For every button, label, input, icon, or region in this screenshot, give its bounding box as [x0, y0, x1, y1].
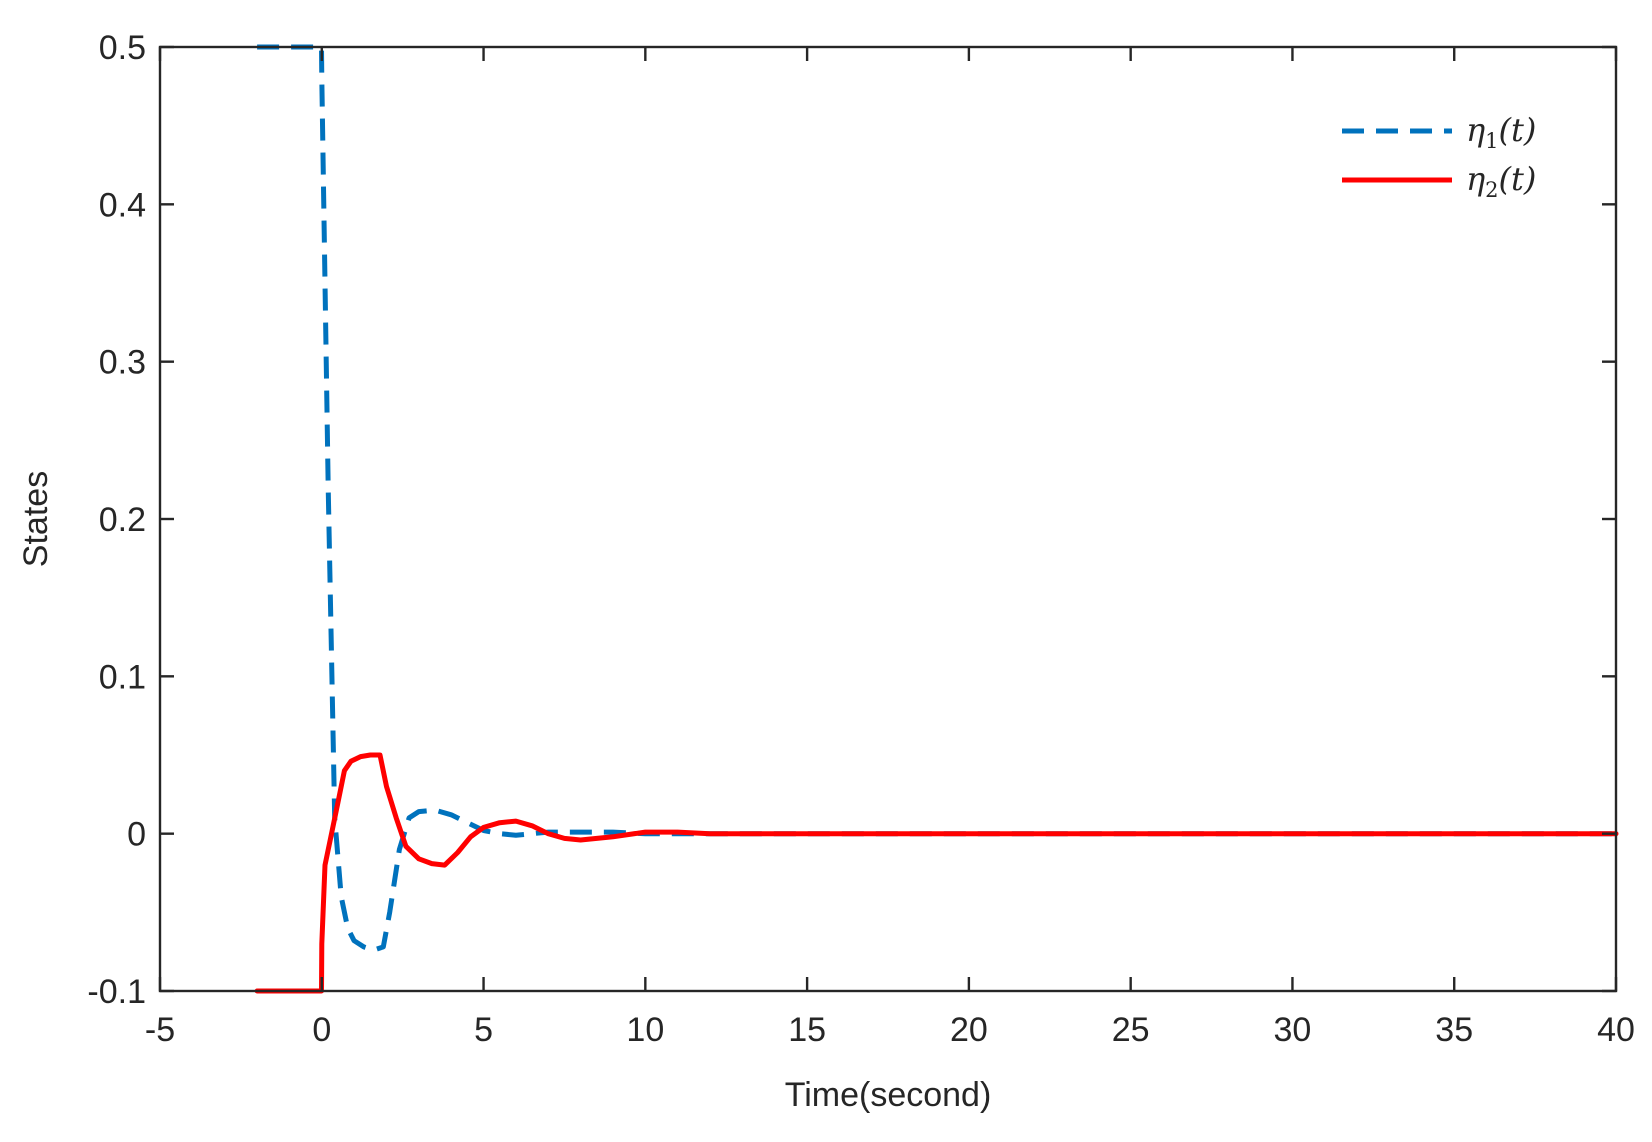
y-tick-labels: -0.1 0 0.1 0.2 0.3 0.4 0.5	[87, 29, 146, 1011]
x-tick-label: 15	[788, 1011, 826, 1049]
series-layer	[254, 44, 1619, 994]
x-tick-label: 5	[474, 1011, 493, 1049]
y-tick-label: 0.2	[99, 501, 146, 539]
y-tick-label: 0.1	[99, 658, 146, 696]
y-axis-label: States	[17, 471, 55, 567]
x-tick-label: 40	[1597, 1011, 1635, 1049]
plot-background	[160, 47, 1616, 991]
series-line-2	[254, 752, 1619, 994]
y-tick-label: 0.5	[99, 29, 146, 67]
y-tick-label: -0.1	[87, 973, 146, 1011]
y-tick-label: 0.3	[99, 344, 146, 382]
y-tick-label: 0	[127, 816, 146, 854]
x-tick-label: -5	[145, 1011, 175, 1049]
x-axis-label: Time(second)	[785, 1076, 992, 1114]
x-tick-label: 0	[312, 1011, 331, 1049]
legend-label-2: η2(t)	[1466, 160, 1536, 202]
legend-label-1: η1(t)	[1466, 111, 1536, 153]
x-tick-label: 20	[950, 1011, 988, 1049]
x-tick-label: 35	[1435, 1011, 1473, 1049]
y-tick-label: 0.4	[99, 186, 146, 224]
x-tick-labels: -5 0 5 10 15 20 25 30 35 40	[145, 1011, 1635, 1049]
ticks-layer	[158, 45, 1618, 993]
x-tick-label: 10	[626, 1011, 664, 1049]
x-tick-label: 30	[1274, 1011, 1312, 1049]
x-tick-label: 25	[1112, 1011, 1150, 1049]
legend: η1(t) η2(t)	[1342, 111, 1536, 202]
